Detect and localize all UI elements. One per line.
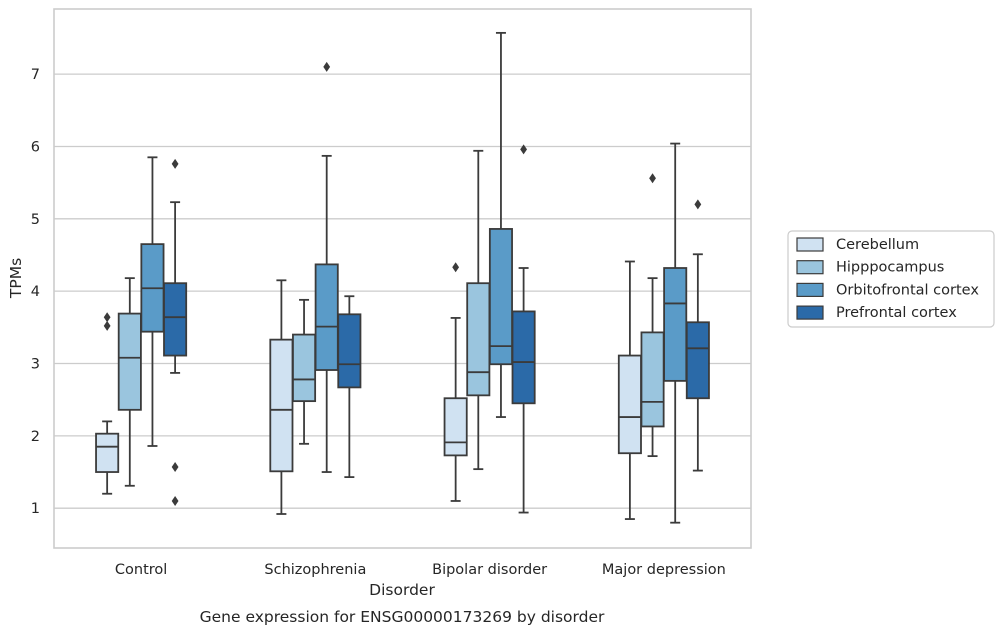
legend-swatch xyxy=(796,260,824,275)
box-2-3 xyxy=(663,142,688,524)
box-2-2 xyxy=(488,31,513,418)
x-tick-label: Control xyxy=(115,562,167,578)
y-tick-label: 3 xyxy=(31,357,40,373)
box-body xyxy=(663,267,688,382)
box-0-1 xyxy=(269,279,294,515)
box-body xyxy=(617,354,642,455)
plot-frame xyxy=(53,8,752,549)
x-tick-label: Schizophrenia xyxy=(264,562,366,578)
box-3-1 xyxy=(337,295,362,478)
box-0-2 xyxy=(443,262,468,502)
legend-label: Hipppocampus xyxy=(836,260,944,276)
box-1-3 xyxy=(640,173,665,458)
box-0-0 xyxy=(95,312,120,495)
box-body xyxy=(443,397,468,457)
x-tick-label: Bipolar disorder xyxy=(432,562,547,578)
y-tick-label: 1 xyxy=(31,501,40,517)
box-body xyxy=(314,263,339,371)
box-3-0 xyxy=(163,158,188,506)
outlier-point xyxy=(649,173,656,184)
x-tick-label: Major depression xyxy=(602,562,726,578)
box-3-2 xyxy=(511,144,536,514)
outlier-point xyxy=(103,320,111,331)
outlier-point xyxy=(452,262,460,273)
y-tick-label: 4 xyxy=(31,284,40,300)
box-body xyxy=(337,313,362,389)
box-1-1 xyxy=(292,298,317,445)
box-body xyxy=(95,432,120,473)
box-body xyxy=(269,338,294,473)
box-0-3 xyxy=(617,260,642,520)
y-tick-label: 5 xyxy=(31,212,40,228)
y-tick-label: 2 xyxy=(31,429,40,445)
y-tick-labels: 1 2 3 4 5 6 7 xyxy=(31,67,40,517)
box-body xyxy=(685,321,710,400)
y-tick-label: 6 xyxy=(31,139,40,155)
box-body xyxy=(488,228,513,366)
box-2-0 xyxy=(140,156,165,447)
box-1-0 xyxy=(117,277,142,487)
box-body xyxy=(163,282,188,357)
y-tick-label: 7 xyxy=(31,67,40,83)
box-body xyxy=(292,333,317,403)
x-tick-labels: Control Schizophrenia Bipolar disorder Majo… xyxy=(115,562,726,578)
outlier-point xyxy=(694,199,702,210)
outlier-point xyxy=(103,312,111,323)
box-body xyxy=(117,312,142,411)
legend-swatch xyxy=(796,237,824,252)
outlier-point xyxy=(323,61,331,72)
box-body xyxy=(466,282,491,397)
legend-label: Prefrontal cortex xyxy=(836,305,957,321)
box-3-3 xyxy=(685,199,710,472)
outlier-point xyxy=(520,144,528,155)
legend-swatch xyxy=(796,282,824,297)
chart-caption: Gene expression for ENSG00000173269 by d… xyxy=(200,608,605,626)
y-axis-label: TPMs xyxy=(7,258,25,299)
legend: Cerebellum Hipppocampus Orbitofrontal cort… xyxy=(787,230,995,328)
outlier-point xyxy=(171,461,179,472)
box-body xyxy=(640,331,665,428)
outlier-point xyxy=(171,495,179,506)
box-2-1 xyxy=(314,61,339,473)
box-plots xyxy=(95,31,710,524)
legend-frame xyxy=(787,230,995,328)
legend-label: Cerebellum xyxy=(836,237,919,253)
legend-swatch xyxy=(796,305,824,320)
x-axis-label: Disorder xyxy=(369,581,435,599)
legend-label: Orbitofrontal cortex xyxy=(836,282,979,298)
outlier-point xyxy=(171,158,179,169)
box-body xyxy=(511,310,536,405)
box-1-2 xyxy=(466,149,491,471)
